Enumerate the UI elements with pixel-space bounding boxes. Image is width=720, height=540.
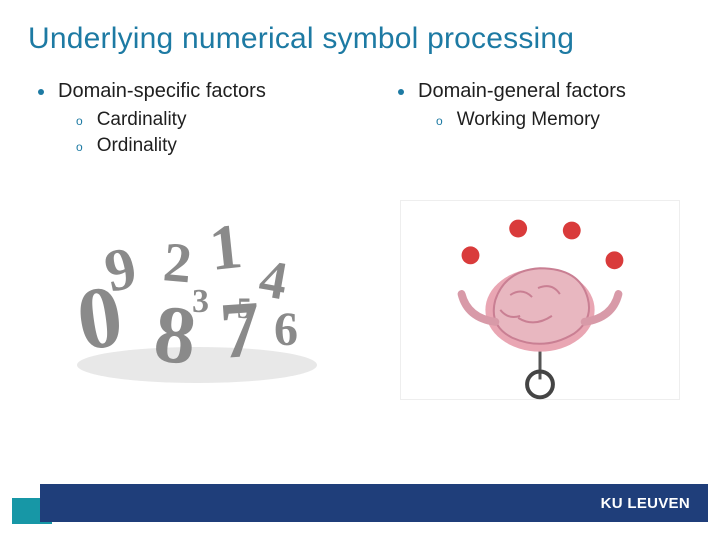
svg-text:4: 4 [255,248,292,312]
numbers-illustration-icon: 0 8 7 9 2 1 4 6 3 5 [62,200,332,390]
sub-bullet-icon: o [76,114,83,128]
svg-text:6: 6 [274,303,298,356]
sub-bullet-icon: o [76,140,83,154]
slide-title: Underlying numerical symbol processing [28,22,574,56]
list-item-label: Ordinality [97,135,177,157]
left-heading-row: Domain-specific factors [38,80,360,103]
right-sublist: o Working Memory [398,109,720,131]
right-image [400,200,680,400]
right-heading-row: Domain-general factors [398,80,720,103]
left-heading: Domain-specific factors [58,80,266,103]
list-item-label: Working Memory [457,109,600,131]
list-item: o Ordinality [76,135,360,157]
left-sublist: o Cardinality o Ordinality [38,109,360,157]
sub-bullet-icon: o [436,114,443,128]
list-item-label: Cardinality [97,109,187,131]
bullet-icon [398,89,404,95]
left-column: Domain-specific factors o Cardinality o … [0,80,360,161]
footer-main-bar: KU LEUVEN [40,484,708,522]
svg-text:2: 2 [161,231,194,295]
svg-text:5: 5 [237,292,252,325]
bullet-icon [38,89,44,95]
list-item: o Working Memory [436,109,720,131]
footer: KU LEUVEN [0,484,720,522]
svg-text:1: 1 [206,210,245,284]
list-item: o Cardinality [76,109,360,131]
left-image: 0 8 7 9 2 1 4 6 3 5 [62,200,332,390]
right-heading: Domain-general factors [418,80,626,103]
right-column: Domain-general factors o Working Memory [360,80,720,161]
university-logo: KU LEUVEN [601,495,690,512]
brain-juggling-icon [401,200,679,400]
svg-text:3: 3 [192,283,209,320]
content-area: Domain-specific factors o Cardinality o … [0,80,720,161]
